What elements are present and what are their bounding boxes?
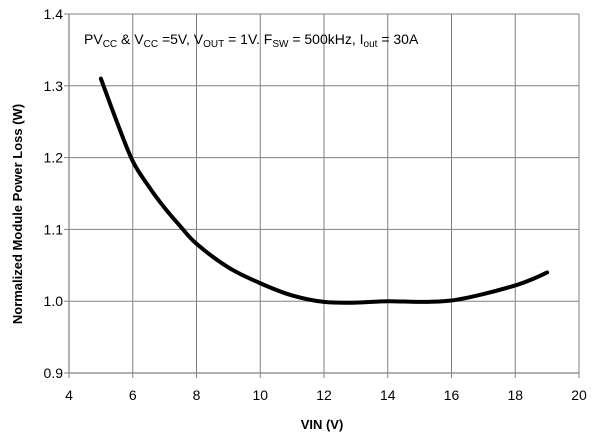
y-tick-label: 1.2 [44, 150, 64, 166]
chart-annotation: PVCC & VCC =5V, VOUT = 1V. FSW = 500kHz,… [84, 31, 419, 50]
y-axis-title: Normalized Module Power Loss (W) [10, 104, 25, 324]
x-tick-label: 4 [65, 387, 73, 403]
x-tick-label: 8 [193, 387, 201, 403]
annotation-subscript: OUT [203, 39, 224, 50]
x-tick-label: 14 [380, 387, 396, 403]
series-line-0 [98, 76, 550, 305]
x-tick-label: 18 [507, 387, 523, 403]
y-tick-label: 1.4 [44, 6, 64, 22]
x-tick-label: 10 [252, 387, 268, 403]
annotation-text: =5V, V [158, 31, 204, 47]
x-tick-label: 16 [444, 387, 460, 403]
y-tick-label: 1.0 [44, 293, 64, 309]
annotation-subscript: CC [103, 39, 117, 50]
y-tick-label: 1.3 [44, 78, 64, 94]
series-layer [98, 76, 550, 305]
x-tick-label: 6 [129, 387, 137, 403]
annotation-text: = 1V. F [224, 31, 272, 47]
y-tick-label: 0.9 [44, 365, 64, 381]
grid [69, 13, 580, 373]
x-axis-title: VIN (V) [301, 417, 344, 432]
annotation-subscript: SW [272, 39, 289, 50]
annotation-text: PV [84, 31, 103, 47]
x-tick-label: 12 [316, 387, 332, 403]
annotation-subscript: out [364, 39, 378, 50]
x-tick-label: 20 [571, 387, 587, 403]
y-tick-label: 1.1 [44, 221, 64, 237]
annotation-text: = 30A [377, 31, 419, 47]
annotation-text: = 500kHz, I [288, 31, 363, 47]
axes [64, 13, 580, 378]
annotation-subscript: CC [144, 39, 158, 50]
annotation-text: & V [117, 31, 144, 47]
tick-labels: 4 6 8 10 12 14 16 18 20 0.9 1.0 1.1 1.2 1.3 1.4 [44, 6, 587, 403]
